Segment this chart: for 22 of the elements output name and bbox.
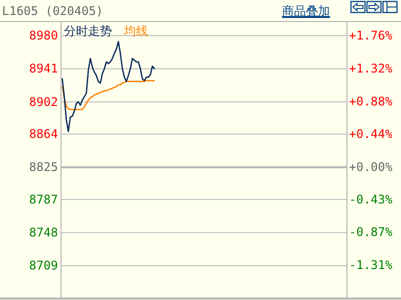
y2-tick-label: +0.88%	[349, 94, 394, 108]
y2-tick-label: +1.76%	[349, 28, 394, 42]
y-tick-label: 8902	[29, 94, 58, 109]
y2-tick-label: +0.44%	[349, 127, 394, 142]
y2-tick-label: +1.32%	[349, 61, 394, 76]
y-tick-label: 8748	[29, 226, 58, 240]
y2-tick-label: -0.87%	[349, 225, 394, 240]
y-tick-label: 8825	[29, 160, 58, 174]
text: 商品叠加	[282, 4, 330, 18]
chart-title: L1605 (020405)	[2, 4, 104, 18]
y2-tick-label: -0.43%	[349, 192, 394, 206]
line-series	[62, 80, 156, 110]
text: 均线	[123, 24, 148, 38]
y-tick-label: 8709	[29, 258, 58, 273]
y-tick-label: 8787	[29, 192, 58, 206]
y-tick-label: 8941	[29, 62, 58, 76]
line-series	[62, 40, 156, 132]
y-tick-label: 8864	[29, 127, 58, 142]
y2-tick-label: +0.00%	[349, 160, 394, 174]
y-tick-label: 8980	[29, 28, 58, 43]
series-label: 分时走势	[64, 24, 112, 38]
y2-tick-label: -1.31%	[349, 258, 394, 272]
